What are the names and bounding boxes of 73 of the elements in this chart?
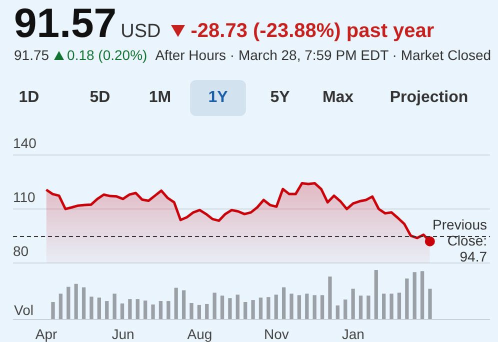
text: 91.75 [14,47,50,63]
bar [397,292,402,319]
bar [420,271,424,319]
x-tick-label: Nov [264,326,289,342]
bar [220,296,224,319]
text: 1M [148,88,172,108]
bar [228,298,232,319]
bar [305,294,309,319]
text: Projection [388,88,470,108]
bar [144,300,148,319]
bar [236,294,240,319]
x-tick-label: Aug [187,326,212,342]
bar [366,296,370,319]
bar [197,304,202,319]
bar [412,272,416,319]
bar [266,297,270,319]
bar [158,301,163,319]
bar [405,278,409,319]
bar [297,295,302,319]
bar [51,302,55,319]
y-tick-label: 110 [13,188,36,205]
bar [390,294,394,319]
bar [90,296,94,319]
bar [290,294,294,319]
bar [136,299,140,319]
bar [82,287,86,319]
bar [166,301,170,319]
bar [244,302,248,319]
text: 1Y [190,80,246,116]
bar [374,270,378,319]
bar [205,304,209,319]
bar [428,288,432,319]
ref-line-label: Previous Close: 94.7 [432,216,488,264]
bar [251,300,255,319]
bar [258,298,263,319]
bar [320,295,324,319]
bar [312,295,316,319]
x-tick-label: Jun [112,326,134,342]
text: 5D [88,88,112,108]
bar [151,304,155,319]
bar [328,276,332,319]
text: Max [321,88,355,108]
bar [190,302,194,319]
bar [112,294,116,319]
bar [120,303,124,319]
text: USD [120,21,161,42]
bar [212,292,216,319]
bar [66,286,70,319]
bar [382,294,386,319]
bar [358,296,363,319]
bar [97,298,101,319]
chart-title: 91.57 [14,0,117,46]
x-tick-label: Apr [35,326,58,342]
bar [336,305,340,319]
y-tick-label: 140 [13,134,37,151]
text: 1D [18,88,40,108]
bar [74,284,78,319]
text: -28.73 (-23.88%) past year [190,20,434,42]
bar [182,290,186,319]
y-axis-title: Vol [14,302,34,318]
y-tick-label: 80 [13,242,29,259]
bar [344,300,348,319]
text: 5Y [269,88,291,108]
bar [128,299,132,319]
x-tick-label: Jan [342,326,364,342]
bar [105,301,109,319]
text: After Hours · March 28, 7:59 PM EDT · Market Closed [155,47,492,63]
bar [351,288,355,319]
bar [174,288,178,319]
text: 0.18 (0.20%) [67,47,148,63]
bar [282,287,286,319]
bar [58,294,63,319]
bar [274,294,278,319]
